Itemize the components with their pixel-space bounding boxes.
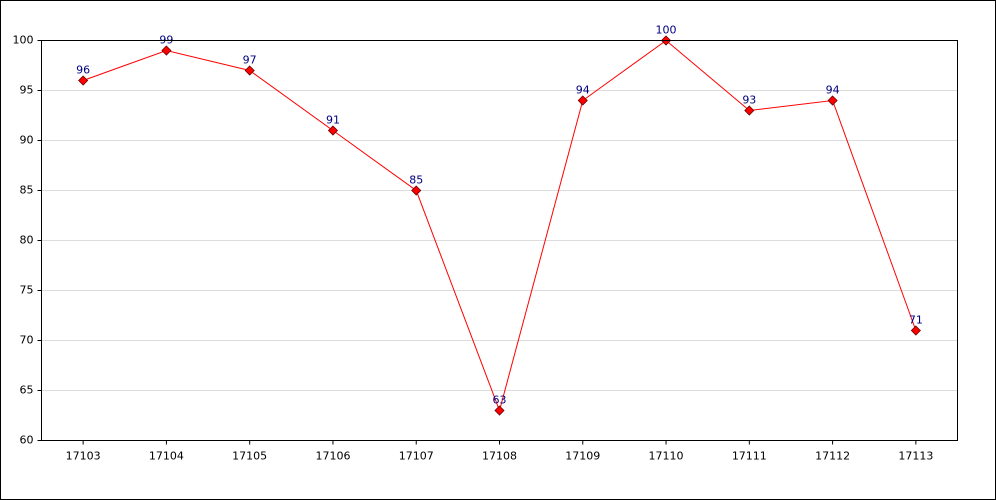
x-tick-label: 17113 <box>898 450 933 463</box>
y-tick-label: 75 <box>20 284 34 297</box>
x-tick-label: 17108 <box>482 450 517 463</box>
value-label: 100 <box>656 24 677 37</box>
x-tick-label: 17111 <box>732 450 767 463</box>
y-tick-label: 65 <box>20 384 34 397</box>
y-tick-label: 95 <box>20 84 34 97</box>
marker <box>494 405 505 416</box>
marker <box>577 95 588 106</box>
marker <box>411 185 422 196</box>
x-tick-label: 17105 <box>232 450 267 463</box>
value-label: 94 <box>826 84 840 97</box>
y-tick-label: 90 <box>20 134 34 147</box>
marker <box>744 105 755 116</box>
x-tick-label: 17110 <box>649 450 684 463</box>
marker <box>910 325 921 336</box>
value-label: 93 <box>742 94 756 107</box>
marker <box>161 45 172 56</box>
value-label: 91 <box>326 114 340 127</box>
y-tick-label: 70 <box>20 334 34 347</box>
value-label: 96 <box>76 64 90 77</box>
marker <box>78 75 89 86</box>
x-tick-label: 17107 <box>399 450 434 463</box>
y-tick-label: 100 <box>13 34 34 47</box>
value-label: 97 <box>243 54 257 67</box>
marker <box>827 95 838 106</box>
x-tick-label: 17104 <box>149 450 184 463</box>
value-label: 85 <box>409 174 423 187</box>
marker <box>327 125 339 136</box>
value-label: 71 <box>909 314 923 327</box>
value-label: 63 <box>493 394 507 407</box>
x-tick-label: 17103 <box>66 450 101 463</box>
y-tick-label: 85 <box>20 184 34 197</box>
x-tick-label: 17109 <box>565 450 600 463</box>
y-tick-label: 60 <box>20 434 34 447</box>
x-tick-label: 17112 <box>815 450 850 463</box>
x-tick-label: 17106 <box>315 450 350 463</box>
y-tick-label: 80 <box>20 234 34 247</box>
value-label: 94 <box>576 84 590 97</box>
marker <box>244 65 255 76</box>
